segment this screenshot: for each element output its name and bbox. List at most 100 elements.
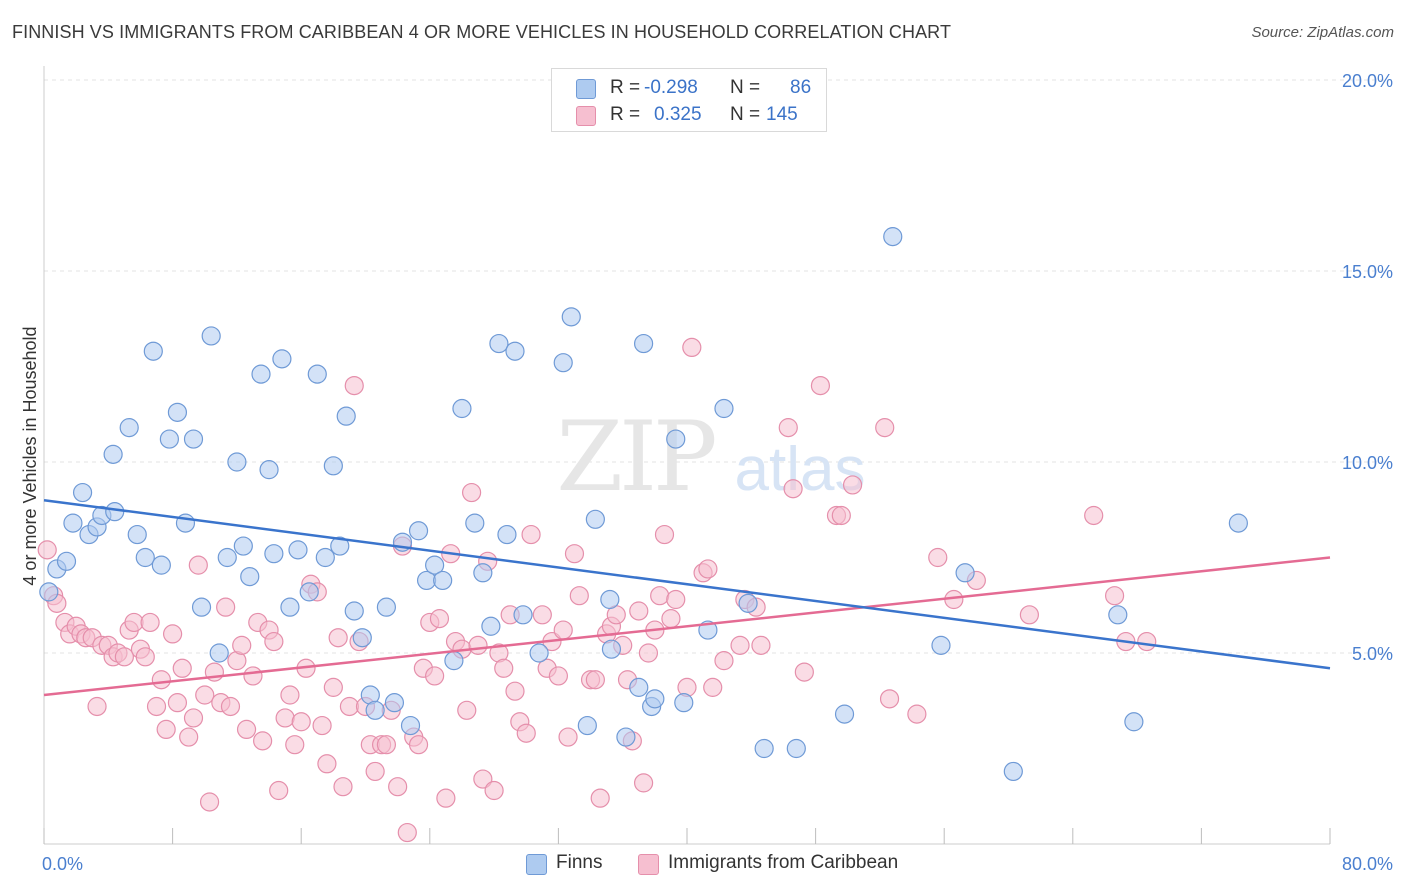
grid-lines bbox=[44, 79, 1392, 654]
data-point bbox=[436, 788, 456, 808]
series-immigrants-from-caribbean bbox=[37, 337, 1157, 843]
data-point bbox=[317, 754, 337, 774]
data-point bbox=[119, 418, 139, 438]
data-point bbox=[928, 547, 948, 568]
data-point bbox=[564, 544, 585, 564]
data-point bbox=[645, 689, 665, 709]
data-point bbox=[473, 563, 493, 583]
data-point bbox=[590, 788, 610, 808]
data-point bbox=[703, 677, 723, 697]
data-point bbox=[907, 704, 927, 724]
data-point bbox=[682, 337, 702, 357]
data-point bbox=[280, 685, 300, 705]
data-point bbox=[548, 666, 569, 686]
data-point bbox=[344, 601, 364, 621]
data-point bbox=[1137, 631, 1157, 652]
data-point bbox=[481, 616, 501, 636]
data-point bbox=[834, 704, 855, 724]
data-point bbox=[87, 696, 107, 717]
data-point bbox=[600, 589, 620, 610]
data-point bbox=[561, 307, 581, 327]
y-tick-label: 10.0% bbox=[1342, 453, 1393, 473]
data-point bbox=[220, 696, 241, 717]
data-point bbox=[275, 708, 295, 728]
data-point bbox=[188, 555, 208, 575]
data-point bbox=[384, 693, 405, 713]
legend-n-value: 145 bbox=[766, 104, 798, 125]
data-point bbox=[638, 643, 659, 663]
data-point bbox=[312, 715, 332, 736]
data-point bbox=[352, 628, 372, 648]
data-point bbox=[751, 635, 771, 655]
legend-n-label: N = bbox=[730, 77, 761, 98]
data-point bbox=[1104, 586, 1125, 606]
data-point bbox=[172, 658, 192, 678]
data-point bbox=[444, 651, 464, 671]
data-point bbox=[39, 582, 59, 602]
data-point bbox=[140, 612, 160, 633]
data-point bbox=[315, 547, 335, 568]
data-point bbox=[105, 502, 125, 522]
data-point bbox=[714, 651, 734, 671]
data-point bbox=[280, 597, 300, 617]
data-point bbox=[365, 700, 385, 720]
axes bbox=[43, 66, 1331, 845]
data-point bbox=[730, 635, 750, 655]
data-point bbox=[633, 333, 654, 354]
data-point bbox=[167, 693, 188, 713]
data-point bbox=[135, 547, 155, 568]
data-point bbox=[558, 727, 578, 747]
data-point bbox=[666, 429, 686, 449]
data-point bbox=[240, 566, 260, 587]
data-point bbox=[408, 521, 429, 541]
data-point bbox=[232, 635, 252, 655]
data-point bbox=[513, 605, 533, 625]
data-point bbox=[167, 402, 188, 422]
data-point bbox=[333, 777, 353, 797]
data-point bbox=[875, 418, 895, 438]
data-point bbox=[365, 761, 385, 782]
data-point bbox=[879, 689, 900, 709]
data-point bbox=[532, 605, 552, 625]
data-point bbox=[251, 364, 271, 384]
data-point bbox=[429, 609, 450, 629]
data-point bbox=[323, 456, 343, 476]
data-point bbox=[505, 681, 525, 701]
data-point bbox=[307, 364, 327, 384]
data-point bbox=[842, 475, 863, 495]
data-point bbox=[473, 769, 493, 789]
y-tick-label: 20.0% bbox=[1342, 71, 1393, 91]
data-point bbox=[783, 479, 803, 499]
legend-r-label: R = bbox=[610, 104, 641, 125]
bottom-legend-carib: Immigrants from Caribbean bbox=[638, 852, 938, 876]
y-tick-label: 15.0% bbox=[1342, 262, 1393, 282]
data-point bbox=[465, 513, 485, 533]
data-point bbox=[629, 601, 649, 621]
data-point bbox=[236, 719, 257, 740]
data-point bbox=[714, 398, 734, 419]
carib-legend-label: Immigrants from Caribbean bbox=[668, 852, 899, 873]
data-point bbox=[494, 658, 514, 678]
data-point bbox=[1003, 761, 1023, 782]
data-point bbox=[468, 635, 488, 655]
data-point bbox=[269, 780, 289, 801]
data-point bbox=[143, 341, 163, 361]
source-label: Source: ZipAtlas.com bbox=[1251, 24, 1394, 41]
data-point bbox=[209, 643, 229, 663]
data-point bbox=[72, 482, 93, 503]
data-point bbox=[661, 609, 681, 629]
data-point bbox=[457, 700, 477, 720]
data-point bbox=[425, 555, 445, 575]
data-point bbox=[553, 353, 573, 373]
data-point bbox=[299, 582, 319, 602]
data-point bbox=[1108, 605, 1128, 625]
legend-r-value: -0.298 bbox=[644, 77, 698, 98]
data-point bbox=[1019, 605, 1039, 625]
data-point bbox=[1084, 505, 1104, 526]
legend-n-label: N = bbox=[730, 104, 761, 125]
data-point bbox=[585, 670, 605, 690]
data-point bbox=[400, 715, 421, 736]
watermark: ZIP atlas bbox=[556, 401, 865, 513]
data-point bbox=[569, 586, 589, 606]
data-point bbox=[146, 696, 167, 717]
